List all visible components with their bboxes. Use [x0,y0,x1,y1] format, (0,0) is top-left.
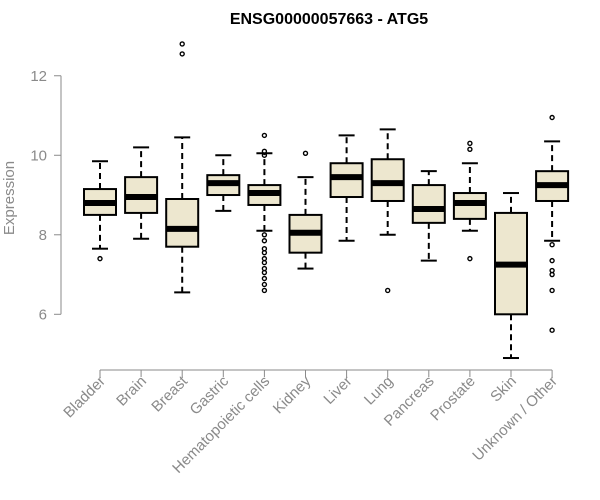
outlier-point [261,287,268,294]
x-tick-label: Bladder [60,373,109,422]
box-group [83,160,117,262]
outlier-point [261,232,268,238]
y-tick-label: 10 [30,147,47,164]
box-group [411,170,446,262]
outlier-point [261,249,268,256]
outlier-point [549,257,555,264]
outlier-point [549,327,555,333]
outlier-point [179,51,185,57]
box-group [452,140,487,262]
chart-title: ENSG00000057663 - ATG5 [230,11,428,28]
box-group [288,150,323,270]
outlier-point [467,146,473,153]
y-tick-label: 12 [30,68,47,85]
iqr-box [411,184,446,224]
box-group [165,41,200,294]
box-group [329,134,364,242]
outlier-point [467,140,473,147]
box-group [247,132,282,294]
outlier-point [261,259,268,266]
x-tick-label: Brain [113,373,150,410]
y-axis-label: Expression [1,161,18,235]
box-group [535,114,570,333]
x-tick-label: Breast [148,372,191,415]
boxes-layer [83,41,570,360]
outlier-point [549,114,555,121]
outlier-point [261,269,268,276]
outlier-point [179,41,185,47]
x-tick-label: Kidney [270,372,315,417]
outlier-point [467,255,473,262]
box-group [206,154,241,212]
x-tick-label: Liver [320,373,355,408]
outlier-point [261,152,268,158]
y-axis: 6 8 10 12 [30,68,62,323]
outlier-point [302,150,309,156]
box-group [370,128,405,294]
x-tick-label: Skin [487,373,520,406]
outlier-point [261,275,268,282]
outlier-point [97,255,103,262]
x-tick-label: Lung [361,373,397,409]
outlier-point [261,132,268,139]
outlier-point [385,287,391,294]
y-tick-label: 8 [39,227,47,244]
outlier-point [261,281,268,288]
box-group [494,192,528,360]
iqr-box [165,198,200,248]
outlier-point [549,287,555,294]
x-tick-label: Prostate [427,373,479,425]
box-group [124,146,159,240]
outlier-point [261,238,268,244]
y-tick-label: 6 [39,306,47,323]
outlier-point [549,271,555,278]
outlier-point [549,242,555,248]
